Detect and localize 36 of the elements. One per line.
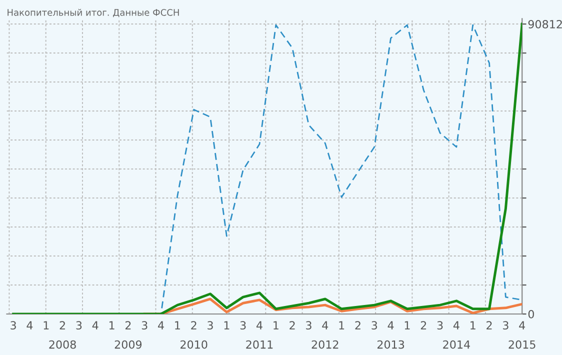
x-tick-label: 2 2009 (114, 321, 142, 349)
x-tick-label: 4 (92, 321, 98, 330)
x-tick-label: 1 (44, 321, 49, 330)
y-tick-label: 90812 (528, 20, 562, 28)
x-tick-label: 1 (109, 321, 114, 330)
x-tick-label: 4 2013 (377, 321, 404, 349)
x-tick-label: 3 (437, 321, 443, 330)
x-tick-label: 1 (470, 321, 476, 330)
x-tick-label: 2 (486, 321, 492, 330)
x-tick-label: 3 (240, 321, 246, 330)
x-tick-label: 4 2012 (312, 321, 338, 349)
x-tick-label: 2 (420, 321, 426, 330)
x-tick-label: 2 (355, 321, 360, 330)
x-tick-label: 2 (290, 321, 295, 330)
x-tick-label: 3 (76, 321, 82, 330)
x-tick-label: 1 (339, 321, 344, 330)
line-series (12, 22, 522, 314)
x-tick-label: 4 2014 (443, 321, 470, 349)
x-tick-label: 1 (274, 321, 278, 330)
x-tick-label: 4 (158, 321, 164, 330)
x-tick-label: 4 2011 (246, 321, 273, 349)
x-tick-label: 3 (372, 321, 378, 330)
x-tick-label: 4 2015 (508, 321, 536, 349)
x-tick-label: 3 (142, 321, 148, 330)
x-tick-label: 1 (175, 321, 180, 330)
y-tick-label: 0 (528, 310, 534, 318)
x-tick-label: 3 (208, 321, 213, 330)
x-tick-label: 3 (306, 321, 312, 330)
x-tick-label: 4 (26, 321, 33, 330)
x-tick-label: 3 (10, 321, 16, 330)
x-tick-label: 2 2010 (180, 321, 208, 349)
x-tick-label: 1 (224, 321, 230, 330)
x-tick-label: 2 2008 (49, 321, 76, 349)
x-tick-label: 3 (503, 321, 508, 330)
chart-title: Накопительный итог. Данные ФССН (8, 8, 179, 18)
x-tick-label: 1 (404, 321, 410, 330)
